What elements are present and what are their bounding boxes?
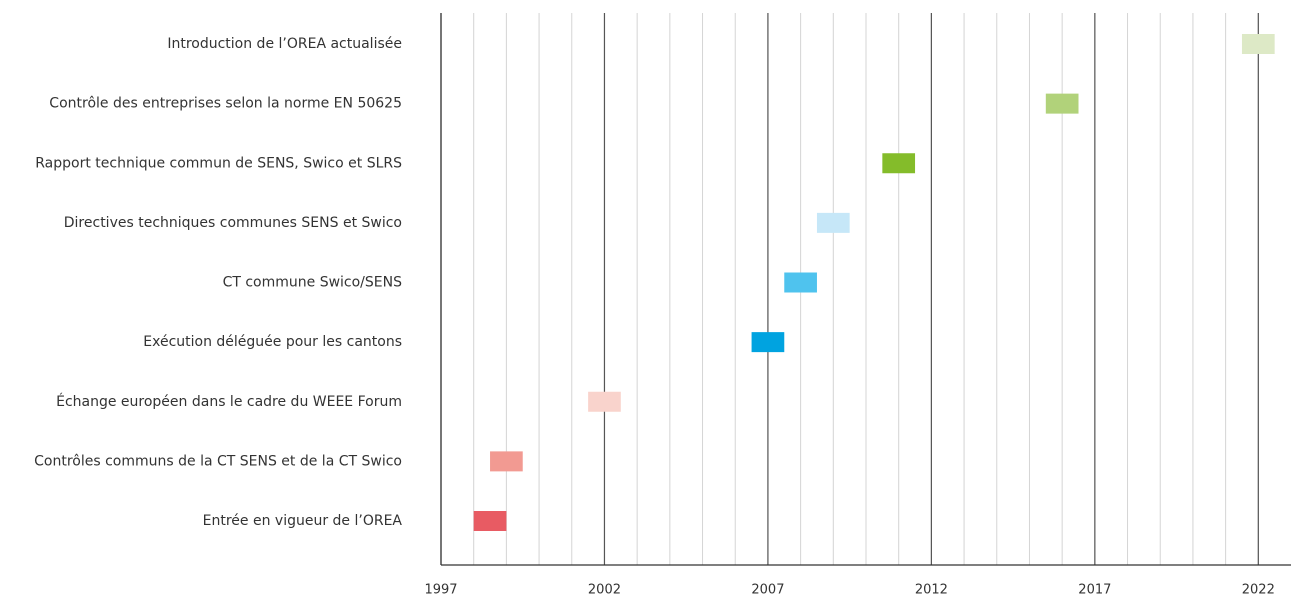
y-tick-label: Exécution déléguée pour les cantons — [143, 334, 402, 350]
y-tick-label: Contrôles communs de la CT SENS et de la… — [34, 453, 402, 469]
bar — [816, 212, 850, 233]
y-tick-label: Échange européen dans le cadre du WEEE F… — [56, 393, 402, 410]
bar — [1045, 93, 1079, 114]
x-tick-label: 2002 — [588, 583, 621, 596]
y-tick-label: Directives techniques communes SENS et S… — [64, 215, 402, 231]
x-tick-label: 2022 — [1242, 583, 1275, 596]
y-tick-label: Rapport technique commun de SENS, Swico … — [35, 155, 402, 171]
y-tick-label: Contrôle des entreprises selon la norme … — [49, 96, 402, 112]
bar — [473, 511, 507, 531]
bar — [490, 451, 523, 472]
y-tick-label: Introduction de l’OREA actualisée — [167, 36, 402, 52]
bar — [882, 153, 916, 174]
x-tick-label: 2012 — [915, 583, 948, 596]
y-tick-label: CT commune Swico/SENS — [223, 275, 403, 291]
x-tick-label: 1997 — [424, 583, 457, 596]
bar — [1241, 34, 1275, 54]
x-tick-label: 2007 — [751, 583, 784, 596]
bar — [751, 332, 785, 353]
bar — [784, 272, 817, 293]
x-tick-label: 2017 — [1078, 583, 1111, 596]
y-tick-label: Entrée en vigueur de l’OREA — [203, 513, 403, 529]
bar — [588, 391, 621, 412]
